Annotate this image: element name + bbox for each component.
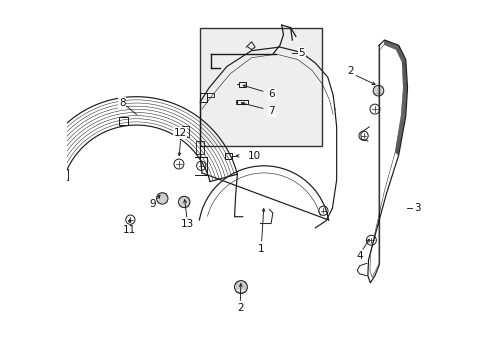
Text: 9: 9: [149, 199, 155, 209]
Text: 6: 6: [268, 89, 275, 99]
Bar: [224, 153, 232, 158]
Bar: [239, 82, 246, 87]
Text: 13: 13: [181, 219, 194, 229]
Text: 2: 2: [346, 66, 353, 76]
Text: 8: 8: [119, 98, 125, 108]
Text: 12: 12: [173, 128, 186, 138]
Text: 1: 1: [258, 244, 264, 254]
Text: 3: 3: [413, 203, 420, 213]
Bar: [237, 100, 247, 104]
Text: 4: 4: [356, 251, 362, 261]
Text: 5: 5: [298, 48, 305, 58]
Bar: [200, 28, 322, 146]
Text: 10: 10: [247, 151, 260, 161]
Text: 7: 7: [268, 106, 275, 116]
Text: 2: 2: [237, 303, 243, 313]
Text: 11: 11: [122, 225, 136, 235]
